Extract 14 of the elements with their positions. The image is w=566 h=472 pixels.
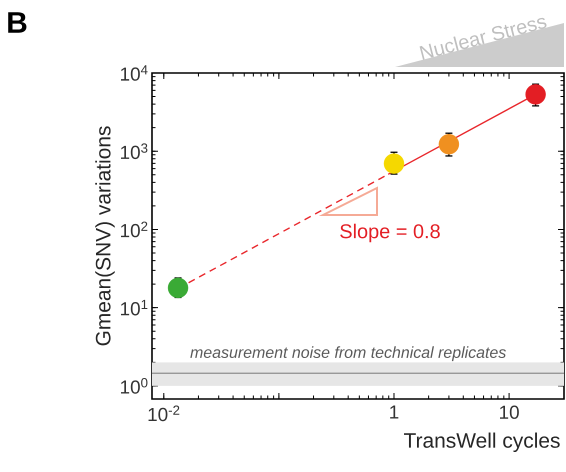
annotation: Slope = 0.8	[340, 224, 440, 242]
y-tick-label: 10$^{3}$	[120, 143, 148, 160]
x-tick-label: 1	[390, 406, 398, 419]
band-label: measurement noise from technical replicates	[190, 346, 506, 362]
y-axis-title: Gmean(SNV) variations	[95, 126, 115, 346]
x-tick-label: 10$^{-2}$	[148, 406, 180, 422]
y-tick-label: 10$^{1}$	[120, 300, 148, 316]
text: Nuclear Stress	[420, 18, 547, 60]
text: B	[8, 12, 26, 33]
y-tick-label: 10$^{2}$	[120, 222, 148, 238]
y-tick-label: 10$^{0}$	[120, 378, 148, 394]
x-axis-title: TransWell cycles	[404, 432, 560, 452]
x-tick-label: 10	[500, 406, 519, 419]
y-tick-label: 10$^{4}$	[120, 65, 148, 81]
